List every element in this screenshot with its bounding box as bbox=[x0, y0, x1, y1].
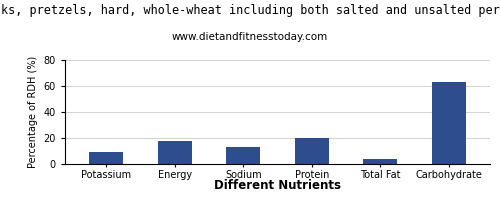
Bar bbox=[89, 152, 124, 164]
Bar bbox=[226, 147, 260, 164]
Bar bbox=[294, 138, 329, 164]
Bar bbox=[363, 159, 398, 164]
Bar bbox=[158, 141, 192, 164]
Text: ks, pretzels, hard, whole-wheat including both salted and unsalted per: ks, pretzels, hard, whole-wheat includin… bbox=[0, 4, 500, 17]
Text: www.dietandfitnesstoday.com: www.dietandfitnesstoday.com bbox=[172, 32, 328, 42]
Y-axis label: Percentage of RDH (%): Percentage of RDH (%) bbox=[28, 56, 38, 168]
Bar bbox=[432, 82, 466, 164]
Text: Different Nutrients: Different Nutrients bbox=[214, 179, 341, 192]
